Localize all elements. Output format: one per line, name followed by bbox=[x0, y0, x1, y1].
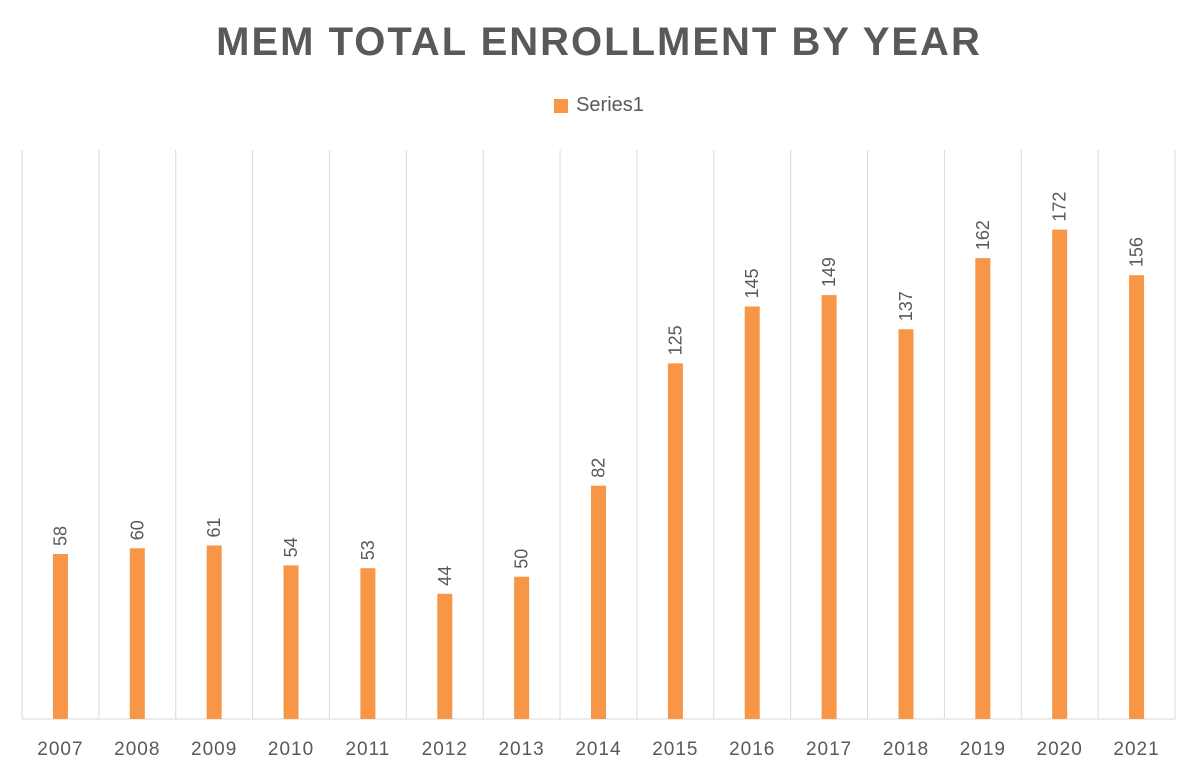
data-label-2010: 54 bbox=[281, 537, 301, 557]
data-label-2013: 50 bbox=[512, 549, 532, 569]
legend: Series1 bbox=[0, 94, 1198, 117]
bar-2017 bbox=[821, 295, 837, 719]
data-label-2018: 137 bbox=[896, 291, 916, 321]
data-label-2016: 145 bbox=[742, 268, 762, 298]
x-tick-label: 2021 bbox=[1113, 739, 1159, 760]
x-tick-label: 2015 bbox=[652, 739, 698, 760]
x-tick-label: 2013 bbox=[498, 739, 544, 760]
data-label-2011: 53 bbox=[358, 540, 378, 560]
bar-2018 bbox=[898, 329, 914, 719]
x-tick-label: 2008 bbox=[114, 739, 160, 760]
x-tick-label: 2007 bbox=[37, 739, 83, 760]
data-label-2008: 60 bbox=[127, 520, 147, 540]
x-tick-label: 2020 bbox=[1037, 739, 1083, 760]
x-tick-label: 2011 bbox=[345, 739, 390, 760]
x-tick-label: 2012 bbox=[422, 739, 468, 760]
chart-title: MEM TOTAL ENROLLMENT BY YEAR bbox=[216, 20, 982, 64]
bar-2007 bbox=[52, 553, 68, 719]
bar-2013 bbox=[514, 576, 530, 719]
data-label-2015: 125 bbox=[665, 325, 685, 355]
x-tick-label: 2018 bbox=[883, 739, 929, 760]
x-tick-label: 2019 bbox=[960, 739, 1006, 760]
data-label-2020: 172 bbox=[1050, 192, 1070, 222]
data-label-2021: 156 bbox=[1127, 237, 1147, 267]
legend-swatch bbox=[554, 98, 569, 113]
x-tick-label: 2014 bbox=[575, 739, 621, 760]
bar-2010 bbox=[283, 565, 299, 719]
x-tick-label: 2009 bbox=[191, 739, 237, 760]
bar-2009 bbox=[206, 545, 222, 719]
bar-2021 bbox=[1129, 275, 1145, 719]
data-label-2009: 61 bbox=[204, 517, 224, 537]
data-label-2019: 162 bbox=[973, 220, 993, 250]
x-tick-label: 2016 bbox=[729, 739, 775, 760]
bar-2012 bbox=[437, 593, 453, 719]
bar-2011 bbox=[360, 568, 376, 719]
bar-2008 bbox=[129, 548, 145, 719]
data-label-2012: 44 bbox=[435, 566, 455, 586]
x-tick-label: 2017 bbox=[806, 739, 852, 760]
legend-label: Series1 bbox=[576, 94, 644, 116]
bar-2020 bbox=[1052, 229, 1068, 719]
bar-2019 bbox=[975, 258, 991, 719]
bar-2014 bbox=[591, 485, 606, 719]
data-label-2007: 58 bbox=[50, 526, 70, 546]
x-tick-label: 2010 bbox=[268, 739, 314, 760]
bar-2015 bbox=[667, 363, 683, 719]
bar-2016 bbox=[744, 306, 760, 719]
data-label-2014: 82 bbox=[589, 458, 609, 478]
data-label-2017: 149 bbox=[819, 257, 839, 287]
